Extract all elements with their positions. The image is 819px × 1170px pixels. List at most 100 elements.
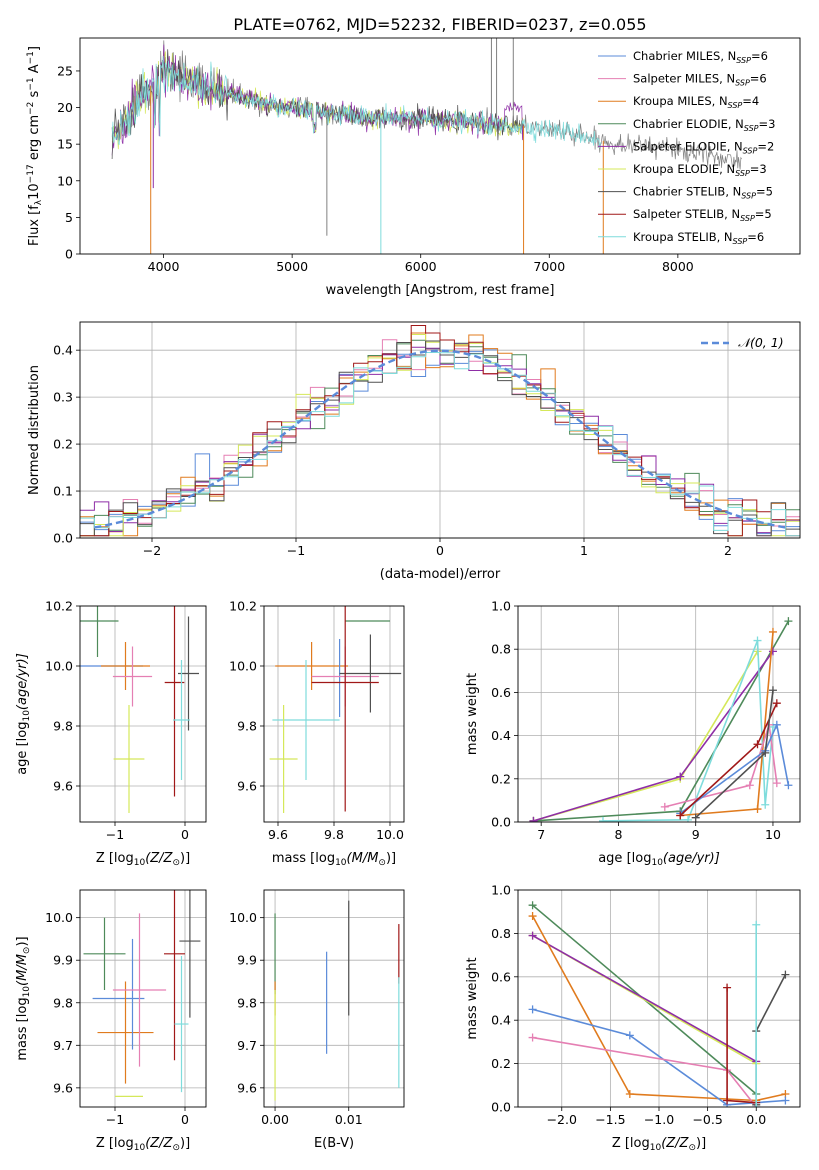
legend-suffix: =6	[751, 49, 768, 63]
weight-line-salpeter-miles	[532, 1036, 757, 1107]
label-part: age [log	[598, 851, 651, 866]
plot-area	[528, 901, 790, 1107]
y-tick-label: 10	[57, 173, 73, 188]
x-tick-label: 2	[724, 543, 732, 558]
weight-line-chabrier-stelib	[755, 974, 787, 1105]
weight-marker	[723, 983, 732, 992]
x-tick-label: 0.0	[746, 1112, 766, 1127]
massweight-vs-age-panel: 7 8 9 10 0.0 0.2 0.4 0.6 0.8 1.0 age [log10​(age/y…	[465, 599, 801, 868]
label-part: (age/yr)]	[663, 851, 720, 866]
y-tick-label: 20	[57, 100, 73, 115]
histogram-salpeter-elodie	[80, 343, 800, 534]
label-part: ⊙	[378, 858, 386, 868]
histogram-kroupa-stelib	[80, 352, 800, 537]
y-tick-label: 0.3	[53, 390, 73, 405]
y-tick-label: 9.8	[237, 719, 257, 734]
label-part: (M/M	[347, 851, 379, 866]
label-part: ⊙	[172, 1143, 180, 1153]
y-tick-label: 9.6	[53, 779, 73, 794]
label-part: ]	[27, 46, 42, 51]
legend-entry: Chabrier STELIB, NSSP=5	[633, 185, 773, 201]
y-tick-label: 9.7	[53, 1038, 73, 1053]
plot-area	[80, 325, 800, 537]
weight-marker	[528, 912, 537, 921]
weight-line-chabrier-elodie	[533, 620, 790, 822]
label-part: ⊙	[22, 947, 32, 955]
weight-marker	[745, 781, 754, 790]
label-part: (Z/Z	[145, 851, 173, 866]
y-tick-label: 0.2	[491, 1056, 511, 1071]
axes-frame	[79, 37, 801, 255]
y-tick-label: 10.0	[229, 910, 257, 925]
legend-label: Kroupa STELIB, N	[633, 230, 733, 244]
legend-sub: SSP	[728, 101, 743, 110]
y-tick-label: 1.0	[491, 599, 511, 614]
y-tick-label: 10.0	[45, 910, 73, 925]
axes-frame	[517, 605, 801, 823]
legend-label: Salpeter ELODIE, N	[633, 139, 743, 153]
legend-sub: SSP	[741, 192, 756, 201]
legend-sub: SSP	[736, 56, 751, 65]
y-axis-label: mass [log10​(M/M⊙​)]	[15, 936, 32, 1060]
label-part: A	[27, 64, 42, 77]
legend-sub: SSP	[733, 237, 748, 246]
y-tick-label: 25	[57, 63, 73, 78]
x-tick-label: 7000	[533, 259, 565, 274]
legend-label: Chabrier MILES, N	[633, 49, 736, 63]
y-tick-label: 10.0	[45, 659, 73, 674]
label-part: mass [log	[272, 851, 335, 866]
weight-line-kroupa-miles	[531, 915, 786, 1102]
x-tick-label: −1	[287, 543, 305, 558]
y-tick-label: 0.0	[491, 1100, 511, 1115]
weight-marker	[683, 815, 692, 822]
legend-suffix: =4	[742, 94, 759, 108]
label-part: )]	[180, 851, 190, 866]
label-part: Z [log	[612, 1136, 650, 1151]
label-part: −2	[26, 102, 36, 115]
weight-line-salpeter-stelib	[726, 987, 757, 1104]
y-tick-label: 15	[57, 137, 73, 152]
weight-marker	[625, 1031, 634, 1040]
y-tick-label: 10.0	[229, 659, 257, 674]
y-tick-label: 0.0	[491, 815, 511, 830]
weight-marker	[528, 1005, 537, 1014]
label-part: Z [log	[96, 851, 134, 866]
x-tick-label: 6000	[405, 259, 437, 274]
gaussian-curve	[94, 349, 786, 529]
x-tick-label: 0.01	[335, 1112, 363, 1127]
weight-marker	[723, 1096, 732, 1105]
y-tick-label: 0.4	[491, 1013, 511, 1028]
x-tick-label: 1	[580, 543, 588, 558]
weight-marker	[784, 617, 793, 626]
y-tick-label: 9.8	[237, 995, 257, 1010]
x-tick-label: 0	[181, 827, 189, 842]
y-tick-label: 9.6	[237, 779, 257, 794]
x-tick-label: 8000	[662, 259, 694, 274]
weight-marker	[676, 772, 685, 781]
weight-marker	[761, 748, 770, 757]
legend-entry: Kroupa STELIB, NSSP=6	[633, 230, 764, 246]
x-tick-label: −2.0	[547, 1112, 577, 1127]
y-tick-label: 0.2	[53, 437, 73, 452]
legend-label: Salpeter STELIB, N	[633, 207, 740, 221]
legend-label: Kroupa MILES, N	[633, 94, 728, 108]
legend-sub: SSP	[743, 146, 758, 155]
x-axis-label: wavelength [Angstrom, rest frame]	[326, 283, 555, 298]
y-tick-label: 9.8	[53, 995, 73, 1010]
y-tick-label: 0.6	[491, 685, 511, 700]
plot-area	[269, 606, 402, 813]
legend-label: Salpeter MILES, N	[633, 72, 735, 86]
label-part: mass [log	[15, 997, 30, 1060]
weight-marker	[781, 970, 790, 979]
x-tick-label: 4000	[148, 259, 180, 274]
weight-marker	[752, 920, 761, 929]
y-tick-label: 10.2	[229, 599, 257, 614]
axes-frame	[79, 321, 801, 539]
label-part: 10	[22, 986, 32, 998]
label-part: 10	[335, 858, 347, 868]
histogram-chabrier-stelib	[80, 340, 800, 537]
y-tick-label: 10.2	[45, 599, 73, 614]
y-tick-label: 0.4	[53, 343, 73, 358]
y-tick-label: 9.8	[53, 719, 73, 734]
